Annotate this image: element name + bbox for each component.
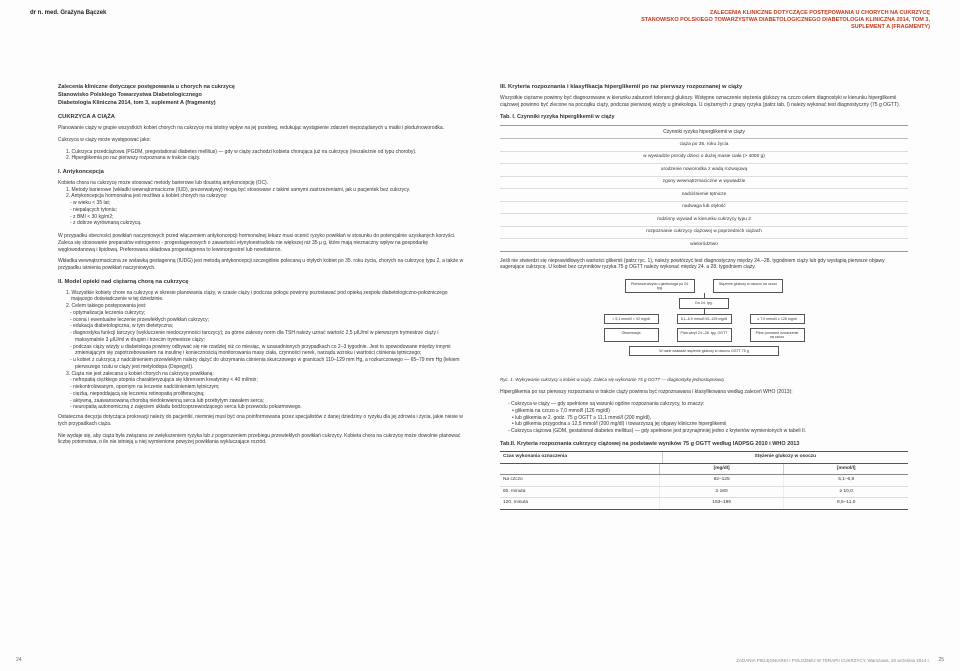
flow-box-final: W razie wskazań stężenie glukozy w osocz… [629, 346, 779, 356]
page-number-right: 25 [938, 657, 944, 663]
th-time: Czas wykonania oznaczenia [500, 452, 662, 462]
para-iii: Wszystkie ciężarne powinny być diagnozow… [500, 95, 908, 109]
table-row: rodzinny wywiad w kierunku cukrzycy typu… [500, 214, 908, 226]
table-row: 60. minuta ≥ 180 ≥ 10,0 [500, 487, 908, 498]
li-hiper: 2. Hiperglikemia po raz pierwszy rozpozn… [66, 155, 466, 162]
flow-box-repeat: Pilne ponowne oznaczenie na czczo [750, 328, 805, 342]
li-ii2b: - ocena i ewentualne leczenie przewlekły… [70, 317, 466, 324]
li-cls2: - Cukrzyca ciążowa (GDM, gestational dia… [508, 428, 908, 435]
page-spread: dr n. med. Grażyna Bączek ZALECENIA KLIN… [0, 0, 960, 671]
li-cls1a: • glikemia na czczo ≥ 7,0 mmol/l (126 mg… [512, 408, 908, 415]
table-1: Czynniki ryzyka hiperglikemii w ciąży ci… [500, 125, 908, 252]
flow-box-threshold-mid: 5,1–6,9 mmol/l 92–125 mg/dl [677, 314, 732, 324]
section-iii: III. Kryteria rozpoznania i klasyfikacja… [500, 84, 908, 92]
li-pgdm: 1. Cukrzyca przedciążowa (PGDM, pregesta… [66, 149, 466, 156]
li-i2d: - z dobrze wyrównaną cukrzycą. [70, 220, 466, 227]
li-i1: 1. Metody barierowe (wkładki wewnątrzmac… [66, 187, 466, 194]
li-ii3c: - ciężką, niepoddającą się leczeniu reti… [70, 391, 466, 398]
header-band: dr n. med. Grażyna Bączek ZALECENIA KLIN… [0, 0, 960, 42]
table-row: Na czczo 92–125 5,1–6,9 [500, 475, 908, 486]
footer-text: ZADANIA PIELĘGNIARKI I POŁOŻNEJ W TERAPI… [736, 658, 930, 663]
author: dr n. med. Grażyna Bączek [30, 10, 106, 16]
li-ii2e: - podczas ciąży wizyty u diabetologa pow… [70, 344, 466, 358]
table-row: w wywiadzie porody dzieci o dużej masie … [500, 152, 908, 164]
table-row: zgony wewnątrzmaciczne w wywiadzie [500, 177, 908, 189]
flow-box-24: Do 24. tyg. [679, 298, 729, 308]
title-line-2: STANOWISKO POLSKIEGO TOWARZYSTWA DIABETO… [641, 17, 930, 24]
para-vascular: W przypadku obecności powikłań naczyniow… [58, 233, 466, 253]
flow-box-plan: Plan wizyt 24.–28. tyg. OGTT [677, 328, 732, 342]
table-row: rozpoznanie cukrzycy ciążowej w poprzedn… [500, 227, 908, 239]
flow-box-glucose: Stężenie glukozy w osoczu na czczo [713, 279, 783, 293]
para-after-tab1: Jeśli nie stwierdzi się nieprawidłowych … [500, 258, 908, 272]
left-title-1: Zalecenia kliniczne dotyczące postępowan… [58, 84, 466, 91]
body-columns: Zalecenia kliniczne dotyczące postępowan… [58, 84, 908, 510]
li-ii3e: - neuropatią autonomiczną z zajęciem ukł… [70, 404, 466, 411]
table-row: nadciśnienie tętnicze [500, 189, 908, 201]
li-cls1b: • lub glikemia w 2. godz. 75 g OGTT ≥ 11… [512, 415, 908, 422]
table-2-units: [mg/dl] [mmol/l] [500, 464, 908, 475]
title-line-1: ZALECENIA KLINICZNE DOTYCZĄCE POSTĘPOWAN… [641, 10, 930, 17]
left-title-2: Stanowisko Polskiego Towarzystwa Diabeto… [58, 92, 466, 99]
table-row: wielorództwo [500, 239, 908, 250]
sublist-cls1: • glikemia na czczo ≥ 7,0 mmol/l (126 mg… [512, 408, 908, 428]
flow-box-threshold-high: ≥ 7,0 mmol/l ≥ 126 mg/dl [750, 314, 805, 324]
sublist-i2: - w wieku < 35 lat; - niepalących tytoni… [70, 200, 466, 227]
li-ii3: 3. Ciąża nie jest zalecana u kobiet chor… [66, 371, 466, 378]
unit-mmol: [mmol/l] [783, 464, 908, 474]
flowchart: Pierwsza wizyta u ginekologa po 24. tyg.… [500, 279, 908, 374]
table-2-head: Czas wykonania oznaczenia Stężenie gluko… [500, 452, 908, 463]
flow-box-threshold-low: < 5,1 mmol/l < 92 mg/dl [604, 314, 659, 324]
left-column: Zalecenia kliniczne dotyczące postępowan… [58, 84, 466, 510]
li-cls1: - Cukrzyca w ciąży — gdy spełnione są wa… [508, 401, 908, 408]
li-ii2c: - edukacja diabetologiczna, w tym dietet… [70, 323, 466, 330]
table-2-title: Tab.II. Kryteria rozpoznania cukrzycy ci… [500, 441, 908, 448]
li-i2: 2. Antykoncepcja hormonalna jest możliwa… [66, 193, 466, 200]
flow-box-obs: Obserwacja [604, 328, 659, 342]
sublist-ii3: - nefropatią ciężkiego stopnia charakter… [70, 377, 466, 411]
th-glucose: Stężenie glukozy w osoczu [662, 452, 908, 462]
li-ii3d: - aktywną, zaawansowaną chorobą niedokrw… [70, 398, 466, 405]
para-planning: Planowanie ciąży w grupie wszystkich kob… [58, 125, 466, 132]
figure-1-caption: Ryc. 1. Wykrywanie cukrzycy u kobiet w c… [500, 377, 908, 383]
li-i2c: - z BMI < 30 kg/m2; [70, 214, 466, 221]
li-i2a: - w wieku < 35 lat; [70, 200, 466, 207]
li-cls1c: • lub glikemia przygodna ≥ 12,5 mmol/l (… [512, 421, 908, 428]
table-2: Czas wykonania oznaczenia Stężenie gluko… [500, 451, 908, 509]
flow-box-visit: Pierwsza wizyta u ginekologa po 24. tyg. [625, 279, 695, 293]
table-1-title: Tab. I. Czynniki ryzyka hiperglikemii w … [500, 114, 908, 121]
unit-mgdl: [mg/dl] [659, 464, 784, 474]
sublist-ii2: - optymalizacja leczenia cukrzycy; - oce… [70, 310, 466, 371]
para-iudg: Wkładka wewnątrzmaciczna ze wstawką gest… [58, 258, 466, 272]
li-ii3b: - niekontrolowanym, opornym na leczenie … [70, 384, 466, 391]
table-row: nadwaga lub otyłość [500, 202, 908, 214]
para-notincrease: Nie wydaje się, aby ciąża była związana … [58, 433, 466, 447]
li-ii2: 2. Celem takiego postępowania jest: [66, 303, 466, 310]
li-ii2d: - diagnostyka funkcji tarczycy (wyklucze… [70, 330, 466, 344]
li-ii2a: - optymalizacja leczenia cukrzycy; [70, 310, 466, 317]
table-row: ciąża po 35. roku życia [500, 139, 908, 151]
li-i2b: - niepalących tytoniu; [70, 207, 466, 214]
page-number-left: 24 [16, 657, 22, 663]
section-i: I. Antykoncepcja [58, 169, 466, 177]
table-row: urodzenie noworodka z wadą rozwojową [500, 164, 908, 176]
para-decision: Ostateczna decyzja dotycząca prokreacji … [58, 414, 466, 428]
section-cukrzyca-ciaza: CUKRZYCA A CIĄŻA [58, 114, 466, 122]
li-ii1: 1. Wszystkie kobiety chore na cukrzycę w… [66, 290, 466, 304]
para-who: Hiperglikemia po raz pierwszy rozpoznana… [500, 389, 908, 396]
para-types: Cukrzyca w ciąży może występować jako: [58, 137, 466, 144]
doc-title: ZALECENIA KLINICZNE DOTYCZĄCE POSTĘPOWAN… [641, 10, 930, 31]
table-1-head: Czynniki ryzyka hiperglikemii w ciąży [500, 126, 908, 140]
left-title-3: Diabetologia Kliniczna 2014, tom 3, supl… [58, 100, 466, 107]
li-ii3a: - nefropatią ciężkiego stopnia charakter… [70, 377, 466, 384]
para-oc: Kobieta chora na cukrzycę może stosować … [58, 180, 466, 187]
title-line-3: SUPLEMENT A (FRAGMENTY) [641, 24, 930, 31]
section-ii: II. Model opieki nad ciężarną chorą na c… [58, 279, 466, 287]
table-row: 120. minuta 153–199 8,5–11,0 [500, 498, 908, 508]
right-column: III. Kryteria rozpoznania i klasyfikacja… [500, 84, 908, 510]
li-ii2f: - u kobiet z cukrzycą z nadciśnieniem pr… [70, 357, 466, 371]
